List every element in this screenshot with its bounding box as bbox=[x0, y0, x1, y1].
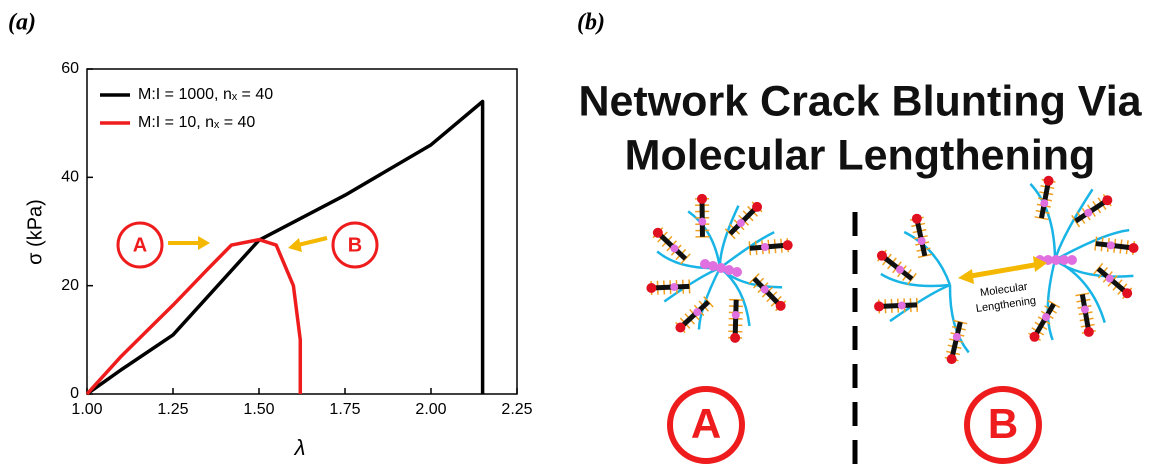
x-tick-label: 1.00 bbox=[71, 401, 102, 418]
polymer-strand bbox=[1030, 184, 1055, 260]
molecules bbox=[646, 176, 1138, 364]
crosslink bbox=[1040, 199, 1048, 207]
crosslink bbox=[898, 301, 906, 309]
polymer-strand bbox=[950, 285, 969, 352]
y-tick-label: 0 bbox=[70, 385, 79, 402]
arrow-head bbox=[288, 238, 302, 252]
crosslink bbox=[1107, 241, 1115, 249]
y-axis-label: σ (kPa) bbox=[24, 199, 46, 265]
arrow-head bbox=[958, 269, 974, 284]
end-group bbox=[697, 194, 707, 204]
state-label: B bbox=[988, 400, 1018, 447]
x-tick-label: 1.25 bbox=[157, 401, 188, 418]
end-group bbox=[776, 301, 786, 311]
figure: (a) (b) λ σ (kPa) Network Crack Blunting… bbox=[0, 0, 1167, 466]
crosslink bbox=[918, 237, 926, 245]
end-group bbox=[646, 283, 656, 293]
crosslink bbox=[732, 267, 742, 277]
end-group bbox=[1102, 195, 1112, 205]
end-group bbox=[752, 202, 762, 212]
diagram-title: Network Crack Blunting Via bbox=[578, 77, 1142, 125]
end-group bbox=[874, 301, 884, 311]
panel-label: (a) bbox=[8, 10, 36, 36]
end-group bbox=[653, 228, 663, 238]
x-tick-label: 1.50 bbox=[243, 401, 274, 418]
arrow bbox=[298, 238, 327, 245]
legend-label: M:I = 10, nₓ = 40 bbox=[138, 114, 255, 131]
crosslink bbox=[896, 266, 904, 274]
end-group bbox=[1122, 288, 1132, 298]
arrow bbox=[965, 264, 1040, 277]
crosslink bbox=[1084, 209, 1092, 217]
crosslink bbox=[1067, 255, 1077, 265]
annotation: B bbox=[348, 234, 362, 256]
end-group bbox=[675, 322, 685, 332]
crosslink bbox=[698, 218, 706, 226]
annotation: A bbox=[133, 234, 147, 256]
x-tick-label: 2.25 bbox=[501, 401, 532, 418]
end-group bbox=[877, 251, 887, 261]
end-group bbox=[1030, 332, 1040, 342]
end-group bbox=[912, 214, 922, 224]
crosslink bbox=[1042, 313, 1050, 321]
crosslink bbox=[670, 244, 678, 252]
polymer-strand bbox=[1048, 260, 1055, 340]
crosslink bbox=[1106, 275, 1114, 283]
end-group bbox=[730, 333, 740, 343]
crosslink bbox=[670, 283, 678, 291]
y-tick-label: 60 bbox=[61, 60, 79, 77]
end-group bbox=[1084, 327, 1094, 337]
x-axis-label: λ bbox=[294, 435, 306, 460]
end-group bbox=[1044, 176, 1054, 186]
arrow-head bbox=[198, 236, 210, 250]
diagram-title: Molecular Lengthening bbox=[625, 131, 1096, 179]
polymer-strand bbox=[881, 274, 950, 286]
polymer-strand bbox=[720, 206, 738, 268]
end-group bbox=[783, 240, 793, 250]
end-group bbox=[1129, 243, 1139, 253]
x-tick-label: 2.00 bbox=[415, 401, 446, 418]
legend-label: M:I = 1000, nₓ = 40 bbox=[138, 86, 273, 103]
panel-label: (b) bbox=[577, 10, 605, 36]
crosslink bbox=[761, 243, 769, 251]
y-tick-label: 40 bbox=[61, 169, 79, 186]
crosslink bbox=[732, 311, 740, 319]
crosslink bbox=[693, 308, 701, 316]
x-tick-label: 1.75 bbox=[329, 401, 360, 418]
y-tick-label: 20 bbox=[61, 277, 79, 294]
state-label: A bbox=[691, 400, 721, 447]
end-group bbox=[947, 354, 957, 364]
crosslink bbox=[737, 219, 745, 227]
crosslink bbox=[953, 333, 961, 341]
crosslink bbox=[1081, 305, 1089, 313]
crosslink bbox=[761, 285, 769, 293]
